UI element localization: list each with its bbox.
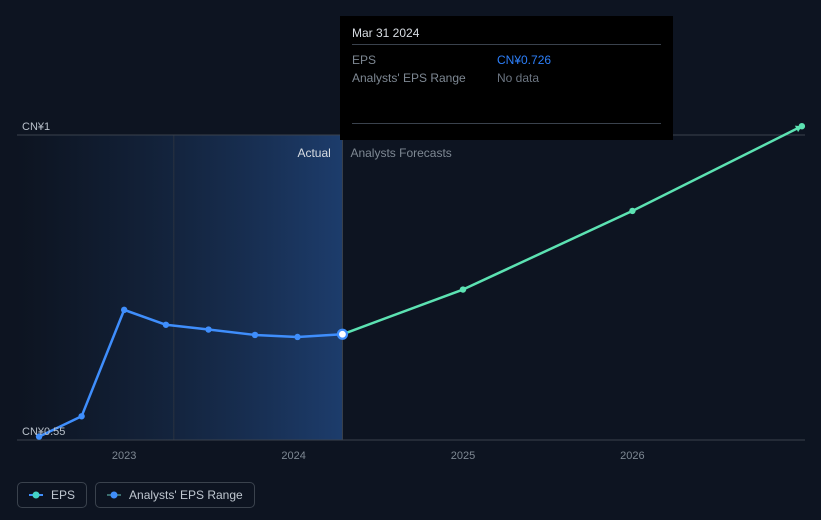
legend-item[interactable]: Analysts' EPS Range: [95, 482, 255, 508]
tooltip-divider-bottom: [352, 123, 661, 124]
legend-item[interactable]: EPS: [17, 482, 87, 508]
tooltip-row: EPS CN¥0.726: [352, 51, 661, 69]
eps-chart: CN¥1 CN¥0.55 Actual Analysts Forecasts 20…: [0, 0, 821, 520]
actual-point[interactable]: [252, 332, 258, 338]
tooltip-date: Mar 31 2024: [352, 26, 661, 40]
tooltip-row-label: EPS: [352, 51, 467, 69]
x-axis-tick: 2023: [112, 450, 136, 462]
legend-marker-icon: [29, 491, 43, 499]
actual-point[interactable]: [121, 307, 127, 313]
chart-tooltip: Mar 31 2024 EPSCN¥0.726Analysts' EPS Ran…: [340, 16, 673, 140]
tooltip-row-value: CN¥0.726: [497, 51, 551, 69]
legend-marker-icon: [107, 491, 121, 499]
forecast-point[interactable]: [629, 208, 635, 214]
y-axis-label: CN¥0.55: [22, 426, 65, 438]
actual-region-bg: [17, 135, 342, 440]
y-axis-label: CN¥1: [22, 121, 50, 133]
x-axis-tick: 2024: [281, 450, 305, 462]
tooltip-row: Analysts' EPS Range No data: [352, 69, 661, 87]
region-label-actual: Actual: [297, 146, 330, 160]
legend-item-label: Analysts' EPS Range: [129, 488, 243, 502]
tooltip-row-label: Analysts' EPS Range: [352, 69, 467, 87]
actual-point[interactable]: [294, 334, 300, 340]
tooltip-divider: [352, 44, 661, 45]
legend-item-label: EPS: [51, 488, 75, 502]
actual-point[interactable]: [78, 413, 84, 419]
x-axis-tick: 2026: [620, 450, 644, 462]
actual-point[interactable]: [163, 322, 169, 328]
forecast-point[interactable]: [460, 286, 466, 292]
actual-point[interactable]: [205, 326, 211, 332]
region-label-forecast: Analysts Forecasts: [350, 146, 451, 160]
x-axis-tick: 2025: [451, 450, 475, 462]
hover-marker[interactable]: [338, 330, 347, 339]
tooltip-row-value: No data: [497, 69, 539, 87]
chart-legend: EPS Analysts' EPS Range: [17, 482, 255, 508]
